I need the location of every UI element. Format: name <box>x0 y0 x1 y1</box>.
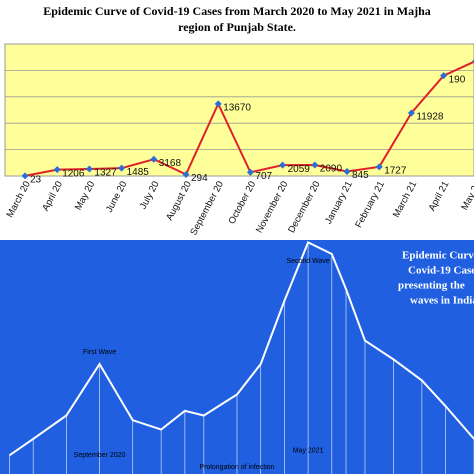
data-label: 707 <box>255 171 272 182</box>
data-label: 23 <box>30 175 42 186</box>
annotation: May 2021 <box>293 447 324 454</box>
panel-title: Covid-19 Cases <box>408 265 474 277</box>
data-label: 1485 <box>127 167 150 178</box>
data-label: 13670 <box>223 102 251 113</box>
data-label: 294 <box>191 173 208 184</box>
wave-line <box>8 240 474 457</box>
data-label: 1206 <box>62 168 85 179</box>
bottom-chart: Epidemic Curve of Covid-19 Cases presentin… <box>0 240 474 474</box>
point <box>440 72 448 80</box>
data-label: 11928 <box>416 112 444 123</box>
point <box>21 172 29 180</box>
point <box>118 164 126 172</box>
point <box>246 168 254 176</box>
data-label: 1327 <box>94 168 117 179</box>
point <box>53 166 61 174</box>
data-label: 845 <box>352 170 369 181</box>
panel-title: Epidemic Curve of <box>402 250 474 262</box>
annotation: Prolongation of infection <box>199 464 274 471</box>
data-label: 1727 <box>384 166 407 177</box>
point <box>407 109 415 117</box>
plot-area <box>4 43 474 177</box>
point <box>279 161 287 169</box>
point <box>214 100 222 108</box>
point <box>85 165 93 173</box>
data-label: 190 <box>449 74 466 85</box>
point <box>311 161 319 169</box>
panel-title: waves in India <box>410 295 474 307</box>
point <box>375 163 383 171</box>
point <box>343 168 351 176</box>
panel-title: presenting the <box>398 280 465 292</box>
point <box>182 170 190 178</box>
annotation: September 2020 <box>74 452 126 459</box>
annotation: Second Wave <box>286 258 329 265</box>
chart-title: Epidemic Curve of Covid-19 Cases from Ma… <box>43 4 431 34</box>
data-label: 3168 <box>159 158 182 169</box>
data-label: 2090 <box>320 164 343 175</box>
annotation: First Wave <box>83 349 116 356</box>
point <box>150 155 158 163</box>
data-label: 2059 <box>288 164 311 175</box>
